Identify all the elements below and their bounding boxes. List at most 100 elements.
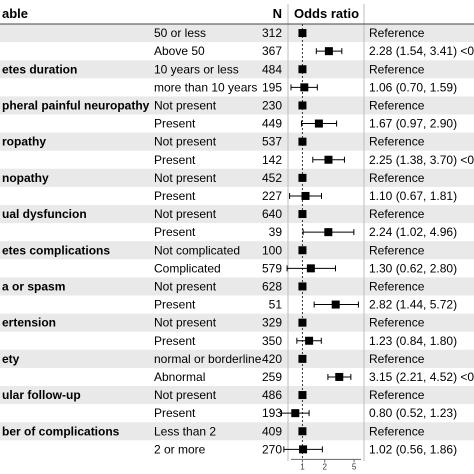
odds-ratio-text: Reference [369,243,425,257]
level-label: Not present [154,98,217,112]
odds-ratio-text: 1.67 (0.97, 2.90) [369,117,457,131]
odds-ratio-point [298,210,307,219]
row-background [0,168,474,187]
table-header: able N Odds ratio [2,6,359,21]
odds-ratio-text: Reference [369,352,425,366]
level-label: Present [154,406,196,420]
level-label: 10 years or less [154,62,239,76]
odds-ratio-point [298,318,307,327]
n-value: 193 [262,406,282,420]
level-label: Present [154,225,196,239]
odds-ratio-marks [280,29,359,454]
level-label: Not present [154,171,217,185]
odds-ratio-point [305,336,314,345]
odds-ratio-text: Reference [369,388,425,402]
odds-ratio-text: 1.10 (0.67, 1.81) [369,189,457,203]
level-label: Abnormal [154,370,205,384]
level-label: Not present [154,279,217,293]
n-value: 628 [262,279,282,293]
n-value: 195 [262,80,282,94]
row-background [0,313,474,332]
n-value: 39 [269,225,283,239]
n-value: 452 [262,171,282,185]
variable-label: ety [2,352,20,366]
odds-ratio-text: Reference [369,171,425,185]
row-background [0,132,474,151]
odds-ratio-point [298,391,307,400]
odds-ratio-text: 2.82 (1.44, 5.72) [369,298,457,312]
odds-ratio-text: Reference [369,316,425,330]
level-label: normal or borderline [154,352,262,366]
odds-ratio-text: 1.30 (0.62, 2.80) [369,261,457,275]
n-value: 100 [262,243,282,257]
row-backgrounds [0,24,474,441]
row-background [0,241,474,260]
odds-ratio-point [299,445,308,454]
level-label: 50 or less [154,26,206,40]
n-value: 409 [262,424,282,438]
x-tick-label: 2 [322,462,327,471]
n-value: 537 [262,135,282,149]
level-label: Not complicated [154,243,240,257]
variable-label: pheral painful neuropathy [2,98,150,112]
odds-ratio-point [324,228,333,237]
odds-ratio-text: 2.25 (1.38, 3.70) <0 [369,153,474,167]
n-value: 329 [262,316,282,330]
variable-label: ertension [2,316,56,330]
row-background [0,96,474,115]
odds-ratio-point [298,354,307,363]
n-value: 259 [262,370,282,384]
odds-ratio-text: 1.02 (0.56, 1.86) [369,442,457,456]
odds-ratio-point [314,119,323,128]
odds-ratio-point [306,264,315,273]
odds-ratio-text: Reference [369,98,425,112]
row-background [0,277,474,296]
odds-ratio-text: Reference [369,62,425,76]
row-background [0,422,474,441]
level-label: Less than 2 [154,424,216,438]
odds-ratio-point [298,282,307,291]
odds-ratio-point [298,65,307,74]
row-background [0,24,474,43]
odds-ratio-point [298,246,307,255]
variable-label: a or spasm [2,279,65,293]
n-value: 227 [262,189,282,203]
odds-ratio-point [291,409,300,418]
odds-ratio-point [324,155,333,164]
variable-label: ular follow-up [2,388,81,402]
n-value: 484 [262,62,282,76]
level-label: Present [154,298,196,312]
odds-ratio-text: 1.06 (0.70, 1.59) [369,80,457,94]
level-label: Present [154,117,196,131]
odds-ratio-text: Reference [369,207,425,221]
n-value: 142 [262,153,282,167]
n-value: 420 [262,352,282,366]
row-background [0,205,474,224]
row-background [0,386,474,405]
odds-ratio-point [331,300,340,309]
level-label: Present [154,334,196,348]
odds-ratio-text: 2.28 (1.54, 3.41) <0 [369,44,474,58]
odds-ratio-text: 1.23 (0.84, 1.80) [369,334,457,348]
odds-ratio-text: 0.80 (0.52, 1.23) [369,406,457,420]
level-label: Not present [154,316,217,330]
odds-ratio-text: 2.24 (1.02, 4.96) [369,225,457,239]
n-value: 350 [262,334,282,348]
odds-ratio-point [298,173,307,182]
n-value: 230 [262,98,282,112]
row-background [0,349,474,368]
row-background [0,60,474,79]
odds-ratio-point [324,47,333,56]
header-odds-ratio: Odds ratio [294,6,359,21]
level-label: more than 10 years [154,80,257,94]
odds-ratio-point [335,372,344,381]
n-value: 640 [262,207,282,221]
n-value: 51 [269,298,283,312]
variable-label: etes duration [2,62,77,76]
odds-ratio-point [298,101,307,110]
odds-ratio-point [298,137,307,146]
level-label: Not present [154,207,217,221]
odds-ratio-point [300,83,309,92]
header-n: N [273,6,282,21]
variable-label: ual dysfuncion [2,207,87,221]
